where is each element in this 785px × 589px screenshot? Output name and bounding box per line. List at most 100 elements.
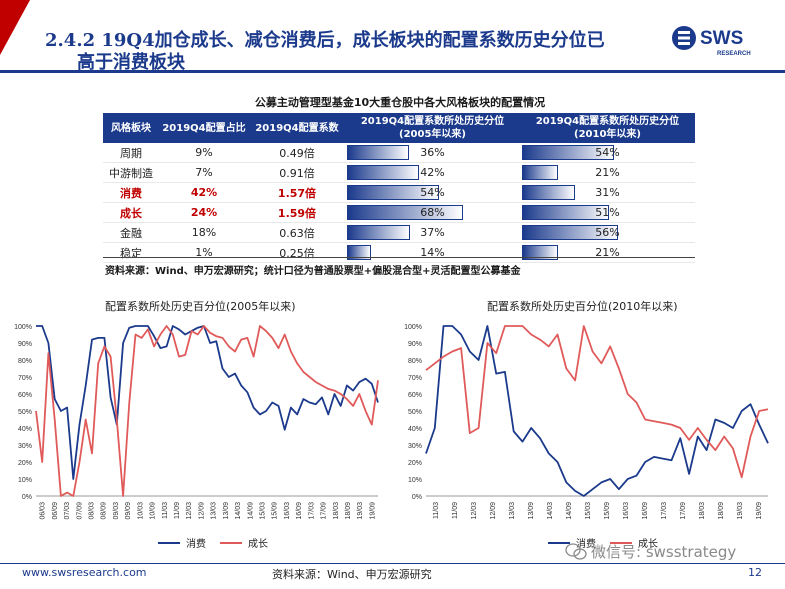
x-tick-label: 13/03 — [509, 502, 516, 520]
wechat-icon — [565, 542, 587, 560]
x-tick-label: 18/03 — [333, 502, 340, 520]
x-tick-label: 18/03 — [699, 502, 706, 520]
x-tick-label: 17/09 — [321, 502, 328, 520]
header-rule — [0, 70, 785, 73]
x-tick-label: 08/09 — [101, 502, 108, 520]
share-cell: 1% — [159, 242, 249, 263]
x-tick-label: 17/03 — [308, 502, 315, 520]
chart2-legend: 消费 成长 — [548, 535, 658, 550]
table-row: 金融 18% 0.63倍 37% 56% — [103, 222, 695, 243]
x-tick-label: 09/09 — [125, 502, 132, 520]
sws-logo: SWS RESEARCH — [672, 26, 751, 57]
table-row: 中游制造 7% 0.91倍 42% 21% — [103, 162, 695, 183]
x-tick-label: 14/03 — [235, 502, 242, 520]
footer-source: 资料来源：Wind、申万宏源研究 — [272, 568, 432, 581]
x-tick-label: 12/09 — [490, 502, 497, 520]
percentile-bar-cell: 21% — [520, 162, 695, 183]
percentile-value: 42% — [420, 166, 445, 179]
coefficient-cell: 0.49倍 — [249, 143, 345, 163]
coefficient-cell: 0.63倍 — [249, 222, 345, 243]
x-tick-label: 16/03 — [623, 502, 630, 520]
x-tick-label: 13/09 — [528, 502, 535, 520]
y-tick-label: 50% — [18, 409, 32, 416]
percentile-bar-cell: 31% — [520, 182, 695, 203]
x-tick-label: 15/09 — [604, 502, 611, 520]
sector-cell: 中游制造 — [103, 162, 159, 183]
y-tick-label: 20% — [18, 460, 32, 467]
page-number: 12 — [748, 566, 762, 579]
percentile-bar — [522, 145, 615, 160]
table-row: 稳定 1% 0.25倍 14% 21% — [103, 242, 695, 263]
percentile-bar — [347, 245, 371, 260]
table-body: 周期 9% 0.49倍 36% 54% 中游制造 7% 0.91倍 42% 21% 消费 42% 1.5… — [103, 143, 695, 263]
percentile-bar — [522, 225, 618, 240]
x-tick-label: 19/03 — [357, 502, 364, 520]
x-tick-label: 07/03 — [64, 502, 71, 520]
legend-swatch-growth — [220, 541, 242, 544]
percentile-value: 54% — [420, 186, 445, 199]
x-tick-label: 15/03 — [585, 502, 592, 520]
share-cell: 42% — [159, 182, 249, 203]
x-tick-label: 18/09 — [718, 502, 725, 520]
y-tick-label: 10% — [408, 477, 422, 484]
x-tick-label: 11/09 — [174, 502, 181, 519]
title-line-2: 高于消费板块 — [77, 52, 185, 73]
percentile-bar — [347, 225, 411, 240]
y-tick-label: 70% — [408, 375, 422, 382]
y-tick-label: 60% — [18, 392, 32, 399]
x-tick-label: 14/09 — [566, 502, 573, 520]
y-tick-label: 40% — [18, 426, 32, 433]
coefficient-cell: 1.57倍 — [249, 182, 345, 203]
y-tick-label: 100% — [14, 324, 32, 331]
x-tick-label: 15/03 — [259, 502, 266, 520]
table-row: 成长 24% 1.59倍 68% 51% — [103, 202, 695, 223]
percentile-bar — [522, 205, 610, 220]
x-tick-label: 08/03 — [88, 502, 95, 520]
legend-label-growth: 成长 — [638, 539, 658, 550]
share-cell: 7% — [159, 162, 249, 183]
y-tick-label: 40% — [408, 426, 422, 433]
y-tick-label: 100% — [404, 324, 422, 331]
coefficient-cell: 0.25倍 — [249, 242, 345, 263]
y-tick-label: 30% — [408, 443, 422, 450]
y-tick-label: 60% — [408, 392, 422, 399]
share-cell: 24% — [159, 202, 249, 223]
x-tick-label: 15/09 — [272, 502, 279, 520]
y-tick-label: 90% — [408, 341, 422, 348]
percentile-value: 31% — [595, 186, 620, 199]
percentile-value: 14% — [420, 246, 445, 259]
share-cell: 9% — [159, 143, 249, 163]
x-tick-label: 12/03 — [186, 502, 193, 520]
legend-label-consumer: 消费 — [186, 539, 206, 550]
percentile-bar-cell: 54% — [520, 143, 695, 163]
table-header-cell: 2019Q4配置系数 — [249, 113, 345, 143]
table-header-cell: 2019Q4配置系数所处历史分位 (2010年以来) — [520, 113, 695, 143]
x-tick-label: 19/09 — [756, 502, 763, 520]
chart1-percentile-2005: 0% 10% 20% 30% 40% 50% 60% 70% 80% 90% 100% 06/03 06… — [14, 324, 379, 520]
legend-label-growth: 成长 — [248, 539, 268, 550]
x-tick-label: 16/09 — [296, 502, 303, 520]
percentile-value: 56% — [595, 226, 620, 239]
footer-url[interactable]: www.swsresearch.com — [22, 566, 147, 579]
wechat-watermark: 微信号: swsstrategy — [565, 541, 736, 562]
y-tick-label: 30% — [18, 443, 32, 450]
chart1-title: 配置系数所处历史百分位(2005年以来) — [105, 300, 296, 313]
x-tick-label: 16/03 — [284, 502, 291, 520]
percentile-bar-cell: 54% — [345, 182, 520, 203]
x-tick-label: 16/09 — [642, 502, 649, 520]
chart2-title: 配置系数所处历史百分位(2010年以来) — [487, 300, 678, 313]
x-tick-label: 12/03 — [471, 502, 478, 520]
percentile-value: 37% — [420, 226, 445, 239]
x-tick-label: 13/03 — [211, 502, 218, 520]
percentile-value: 68% — [420, 206, 445, 219]
percentile-bar — [522, 185, 575, 200]
sector-cell: 金融 — [103, 222, 159, 243]
x-tick-label: 06/09 — [52, 502, 59, 520]
corner-decoration — [0, 0, 30, 55]
allocation-table: 风格板块 2019Q4配置占比 2019Q4配置系数 2019Q4配置系数所处历史分位… — [103, 113, 695, 263]
percentile-value: 21% — [595, 166, 620, 179]
title-line-1: 2.4.2 19Q4加仓成长、减仓消费后，成长板块的配置系数历史分位已 — [45, 30, 605, 51]
percentile-bar-cell: 56% — [520, 222, 695, 243]
footer-rule — [0, 563, 785, 564]
legend-swatch-consumer — [548, 541, 570, 544]
